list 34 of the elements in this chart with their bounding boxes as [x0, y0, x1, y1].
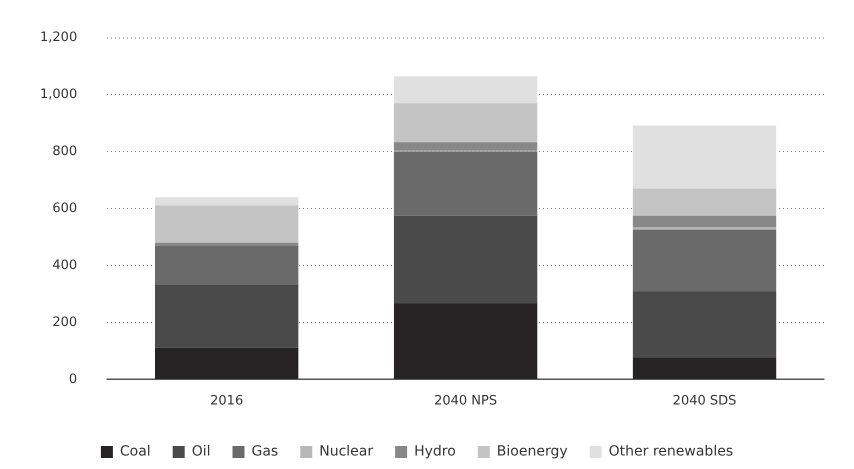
- bar: [632, 125, 776, 189]
- bar: [155, 205, 298, 243]
- bar: [632, 291, 776, 358]
- legend-label: Oil: [192, 444, 211, 460]
- y-tick-label: 600: [52, 200, 78, 216]
- bar: [394, 142, 538, 151]
- legend-label: Gas: [251, 444, 278, 460]
- bar: [155, 197, 298, 206]
- bar: [632, 188, 776, 216]
- x-tick-label: 2016: [210, 394, 244, 409]
- bar: [394, 216, 538, 304]
- legend-label: Nuclear: [319, 444, 374, 460]
- bar: [394, 76, 538, 104]
- legend-label: Hydro: [414, 444, 456, 460]
- x-tick-label: 2040 SDS: [672, 394, 736, 409]
- y-tick-label: 1,000: [40, 87, 78, 102]
- bar: [394, 303, 538, 379]
- y-tick-label: 1,200: [40, 30, 78, 46]
- bar: [632, 216, 776, 228]
- bar: [632, 357, 776, 379]
- y-tick-label: 0: [68, 372, 78, 387]
- y-tick-label: 400: [52, 258, 78, 273]
- x-tick-label: 2040 NPS: [434, 394, 498, 409]
- bar: [155, 246, 298, 285]
- legend-label: Coal: [120, 444, 151, 460]
- legend-label: Other renewables: [608, 444, 734, 460]
- y-tick-label: 800: [52, 144, 78, 160]
- bar: [394, 152, 538, 216]
- bar: [155, 284, 298, 348]
- y-tick-label: 200: [52, 314, 78, 330]
- bar: [155, 348, 298, 379]
- bar: [394, 103, 538, 142]
- legend-label: Bioenergy: [496, 444, 568, 460]
- bar: [632, 230, 776, 292]
